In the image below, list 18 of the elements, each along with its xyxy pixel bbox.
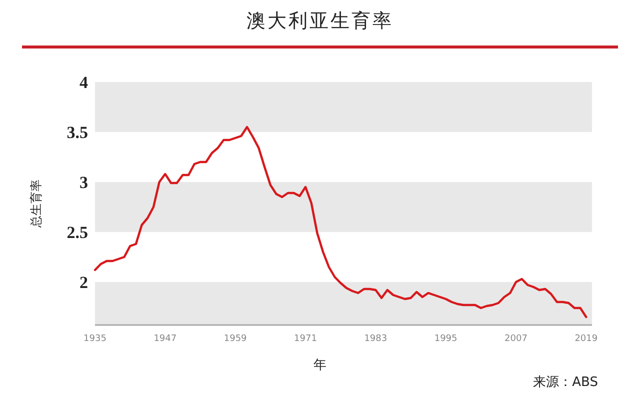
- y-tick-label: 3: [80, 172, 88, 192]
- source-note: 来源：ABS: [533, 375, 598, 390]
- y-tick-label: 3.5: [66, 122, 88, 142]
- x-tick-label: 1995: [434, 334, 458, 344]
- x-axis-title: 年: [314, 358, 326, 373]
- y-tick-label: 4: [80, 72, 88, 92]
- x-tick-label: 2019: [574, 334, 598, 344]
- y-tick-label: 2: [80, 272, 88, 292]
- x-tick-label: 2007: [504, 334, 528, 344]
- x-tick-label: 1959: [224, 334, 248, 344]
- chart-title: 澳大利亚生育率: [246, 10, 394, 32]
- y-tick-label: 2.5: [66, 222, 88, 242]
- line-series: [94, 126, 588, 318]
- x-tick-label: 1935: [84, 334, 106, 344]
- y-axis-title: 总生育率: [29, 180, 43, 228]
- x-tick-label: 1971: [294, 334, 317, 344]
- x-tick-label: 1947: [154, 334, 177, 344]
- x-tick-label: 1983: [364, 334, 388, 344]
